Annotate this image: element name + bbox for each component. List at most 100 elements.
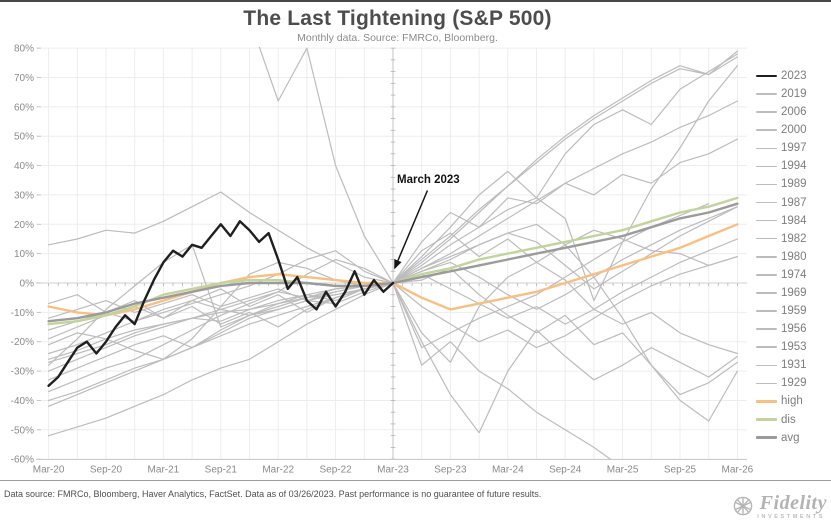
legend-label: dis [781, 413, 796, 426]
x-tick-label: Mar-23 [377, 465, 409, 476]
fidelity-logo: Fidelity INVESTMENTS [732, 492, 827, 520]
x-tick-label: Sep-24 [549, 465, 582, 476]
y-tick-label: -40% [11, 396, 34, 407]
y-tick-label: -60% [11, 455, 34, 466]
legend-item-1994: 1994 [756, 157, 807, 175]
legend-swatch-1987 [756, 201, 777, 204]
y-tick-label: 80% [14, 44, 34, 55]
x-tick-label: Mar-25 [607, 465, 639, 476]
line-chart-plot: 80% 70% 60% 50% 40% 30% 20% 10% 0% -10% -20% -30% -4… [11, 44, 754, 476]
legend-item-avg: avg [756, 429, 800, 447]
legend-swatch-1974 [756, 274, 777, 276]
legend-label: high [781, 395, 803, 408]
legend-item-1974: 1974 [756, 266, 807, 284]
legend-item-dis: dis [756, 411, 796, 429]
legend-swatch-1980 [756, 256, 777, 258]
y-tick-label: 0% [20, 279, 35, 290]
legend-label: 1974 [781, 268, 807, 281]
fidelity-pyramid-icon [733, 496, 753, 516]
legend-swatch-dis [756, 418, 777, 421]
legend-label: 1929 [781, 377, 807, 390]
x-tick-label: Sep-23 [434, 465, 467, 476]
legend-swatch-avg [756, 436, 777, 439]
fidelity-tagline: INVESTMENTS [757, 514, 825, 520]
chart-title: The Last Tightening (S&P 500) [243, 7, 552, 30]
legend-label: 1997 [781, 142, 807, 155]
legend-label: 2019 [781, 88, 807, 101]
series-line-1987 [47, 203, 710, 393]
legend-swatch-2000 [756, 129, 777, 131]
legend-label: 1984 [781, 214, 807, 227]
chart-subtitle: Monthly data. Source: FMRCo, Bloomberg. [297, 32, 498, 44]
y-tick-label: 50% [14, 132, 34, 143]
legend-label: 1982 [781, 232, 807, 245]
y-tick-label: 60% [14, 102, 34, 113]
legend-swatch-1953 [756, 346, 777, 348]
legend-item-1997: 1997 [756, 139, 807, 157]
legend-label: 1959 [781, 305, 807, 318]
legend-item-2019: 2019 [756, 85, 807, 103]
legend-item-1931: 1931 [756, 356, 807, 374]
legend-swatch-1984 [756, 219, 777, 222]
y-tick-label: -10% [11, 308, 34, 319]
legend-item-1984: 1984 [756, 212, 807, 230]
legend-swatch-1931 [756, 364, 777, 367]
fidelity-wordmark: Fidelity [759, 492, 827, 514]
y-tick-label: -30% [11, 367, 34, 378]
legend-item-1982: 1982 [756, 230, 807, 248]
legend-label: 1969 [781, 286, 807, 299]
y-tick-label: 70% [14, 73, 34, 84]
march-2023-annotation: March 2023 [397, 174, 460, 186]
legend-label: 2023 [781, 70, 807, 82]
legend-swatch-1959 [756, 310, 777, 312]
legend-swatch-2006 [756, 111, 777, 113]
x-tick-label: Mar-26 [722, 465, 754, 476]
legend-item-2000: 2000 [756, 121, 807, 139]
legend-label: 2000 [781, 124, 807, 137]
footer-disclaimer: Data source: FMRCo, Bloomberg, Haver Ana… [4, 489, 542, 499]
legend-label: avg [781, 431, 800, 444]
legend-swatch-2019 [756, 93, 777, 95]
legend-item-2006: 2006 [756, 103, 807, 121]
legend-label: 1994 [781, 160, 807, 173]
x-tick-label: Mar-20 [33, 465, 65, 476]
y-tick-label: -50% [11, 425, 34, 436]
legend-item-1987: 1987 [756, 194, 807, 212]
x-tick-label: Sep-25 [664, 465, 697, 476]
legend-swatch-high [756, 400, 777, 403]
footer-divider [0, 480, 831, 481]
legend-label: 1987 [781, 196, 807, 209]
y-tick-label: 10% [14, 249, 34, 260]
x-tick-label: Sep-20 [90, 465, 123, 476]
legend-label: 1956 [781, 323, 807, 336]
series-line-2023 [47, 220, 395, 387]
legend-item-1980: 1980 [756, 248, 807, 266]
legend-item-high: high [756, 392, 803, 410]
legend-item-2023: 2023 [756, 67, 807, 85]
legend-swatch-1982 [756, 237, 777, 240]
legend-item-1929: 1929 [756, 374, 807, 392]
x-tick-label: Mar-24 [492, 465, 524, 476]
legend-label: 1953 [781, 341, 807, 354]
y-tick-label: 30% [14, 190, 34, 201]
legend-swatch-1994 [756, 165, 777, 168]
x-tick-label: Sep-21 [205, 465, 238, 476]
legend-swatch-1989 [756, 183, 777, 186]
legend-swatch-1997 [756, 147, 777, 150]
legend-label: 1980 [781, 250, 807, 263]
chart-legend: 2023 2019 2006 2000 1997 1994 1989 1987 1984 1982… [754, 2, 831, 480]
x-tick-label: Mar-21 [148, 465, 180, 476]
y-tick-label: -20% [11, 337, 34, 348]
legend-swatch-1956 [756, 328, 777, 330]
legend-swatch-1929 [756, 382, 777, 385]
y-tick-label: 40% [14, 161, 34, 172]
legend-label: 2006 [781, 106, 807, 119]
legend-item-1989: 1989 [756, 175, 807, 193]
legend-item-1969: 1969 [756, 284, 807, 302]
y-tick-label: 20% [14, 220, 34, 231]
legend-swatch-2023 [756, 74, 777, 78]
legend-label: 1931 [781, 359, 807, 372]
x-tick-label: Mar-22 [262, 465, 294, 476]
legend-item-1959: 1959 [756, 302, 807, 320]
